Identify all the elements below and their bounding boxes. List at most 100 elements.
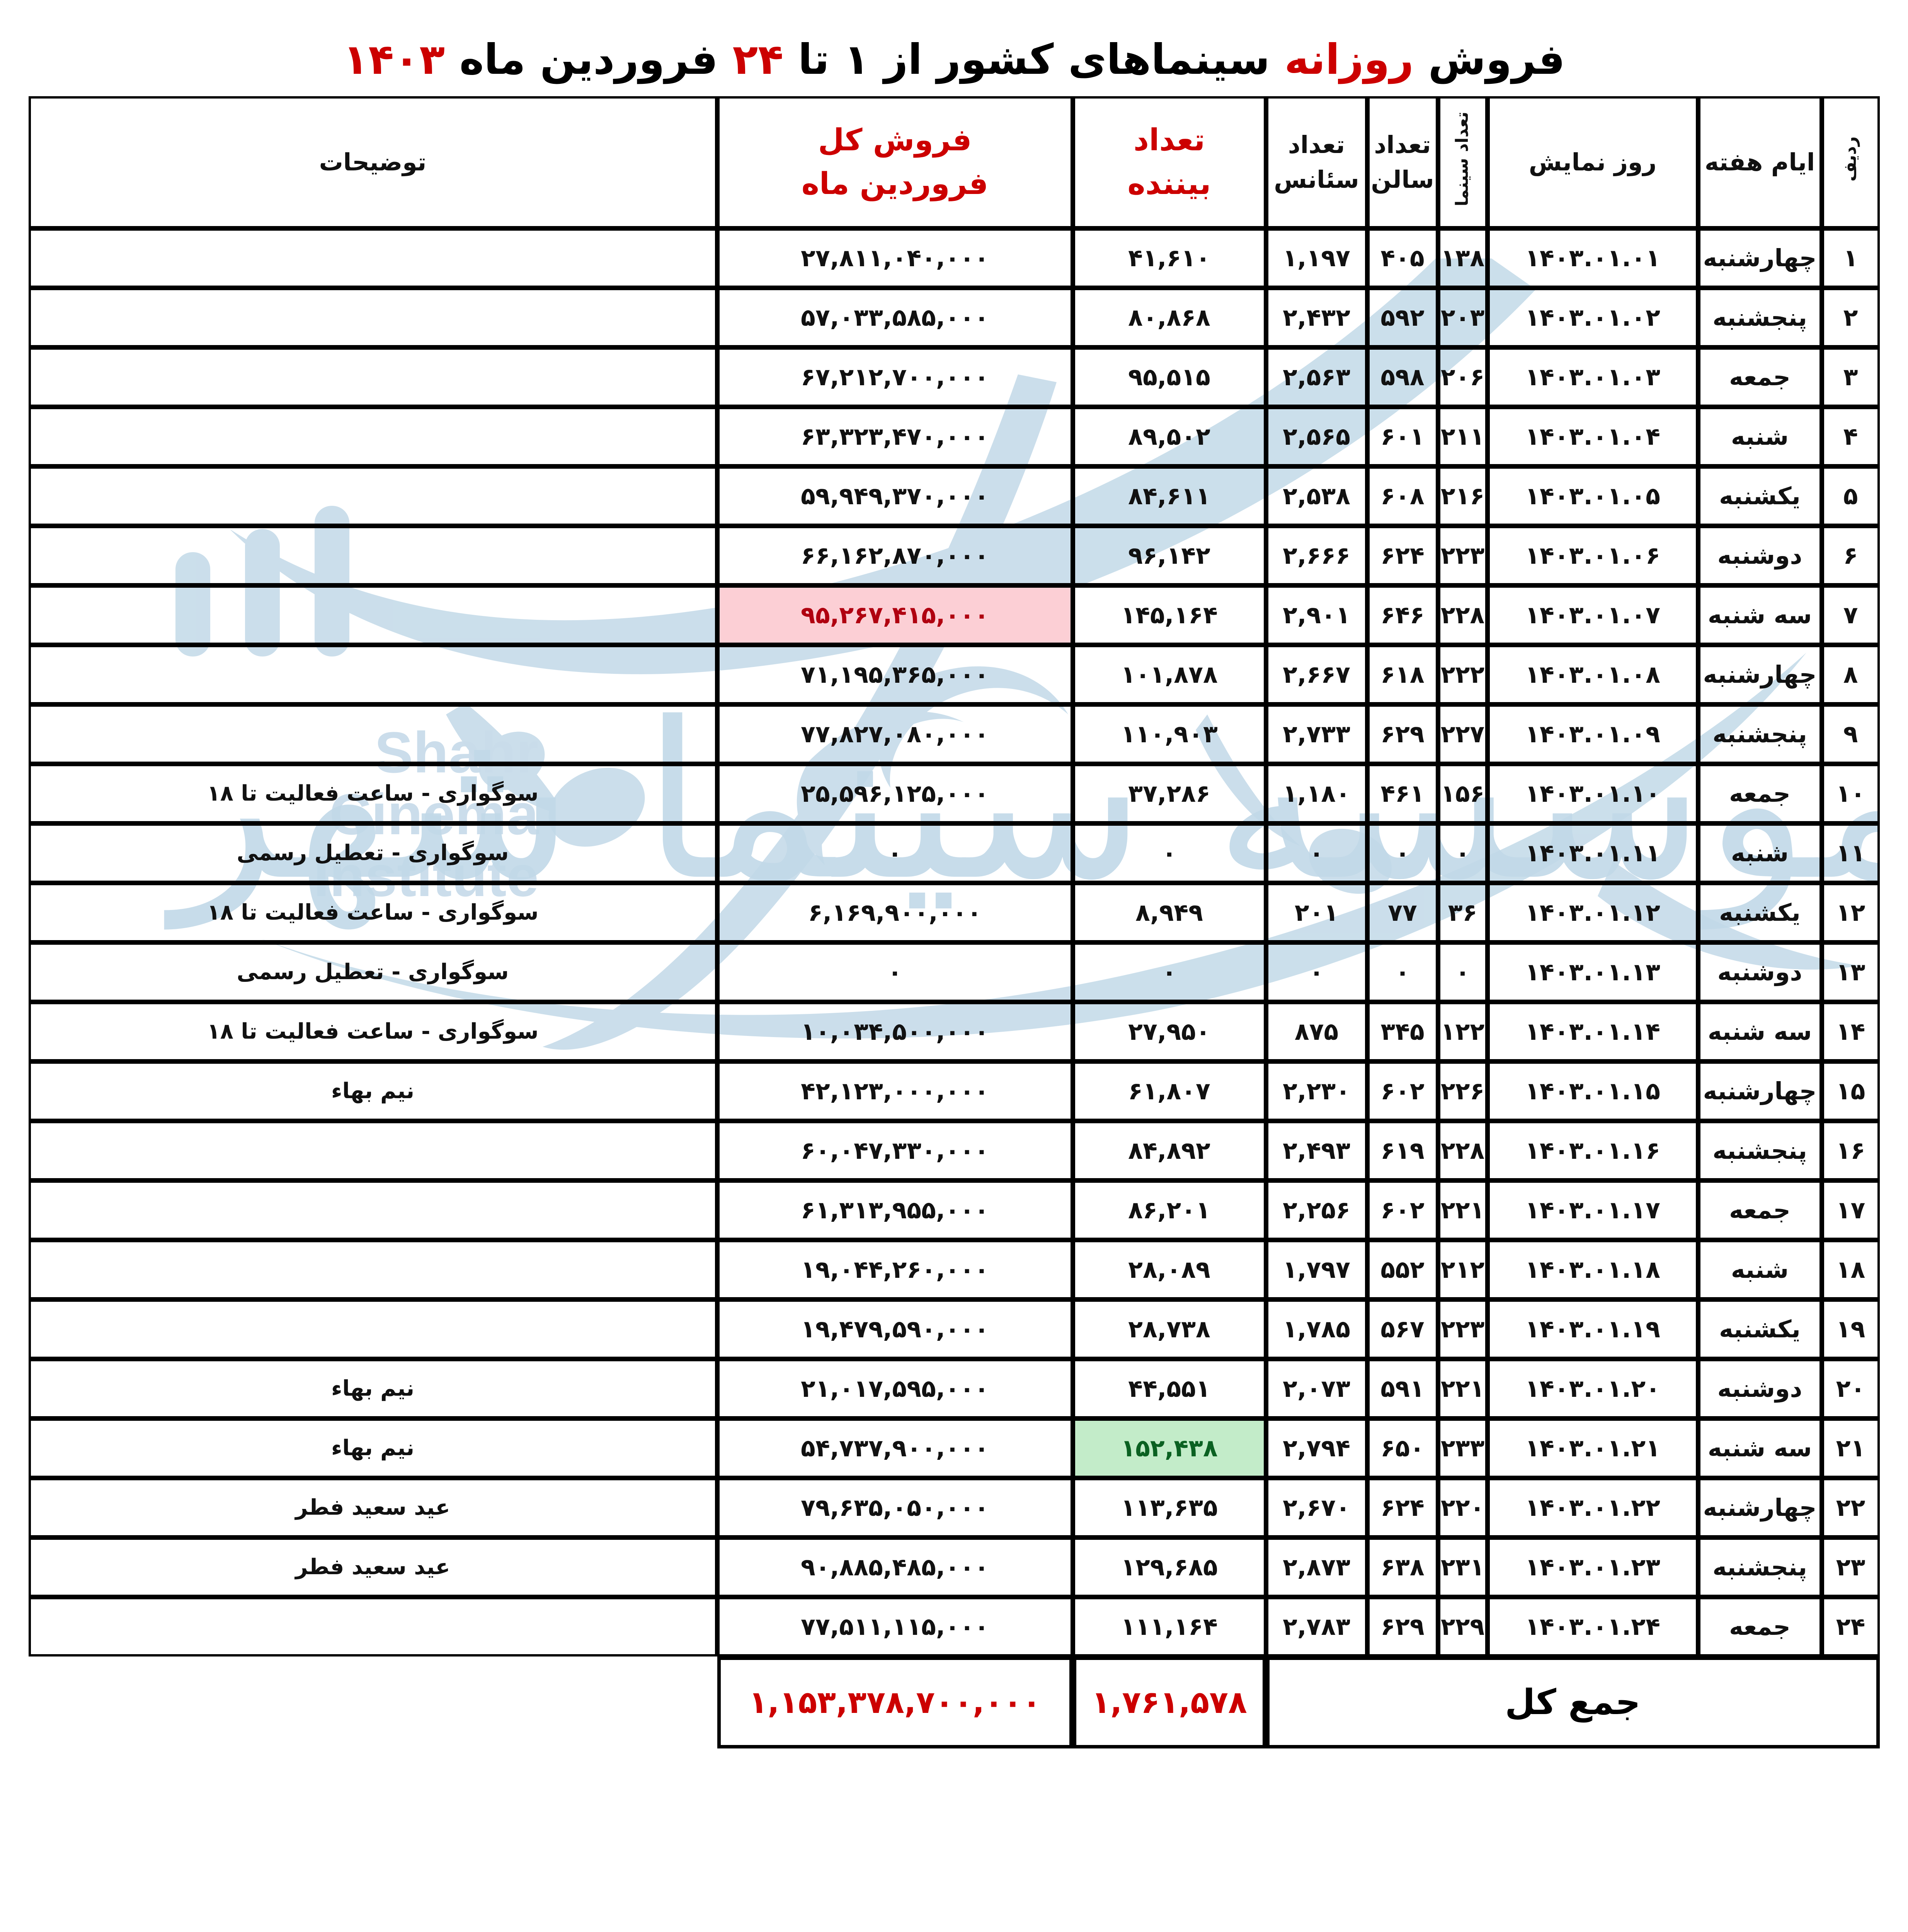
table-row: ۹ پنجشنبه ۱۴۰۳.۰۱.۰۹ ۲۲۷ ۶۲۹ ۲,۷۳۳ ۱۱۰,۹۰۳ ۷۷,۸… — [28, 704, 1880, 764]
cell-radif: ۱۱ — [1821, 823, 1880, 883]
cell-total-sales: ۱۰,۰۳۴,۵۰۰,۰۰۰ — [717, 1002, 1073, 1061]
cell-viewer-count: ۸۹,۵۰۲ — [1072, 406, 1266, 466]
cell-viewer-count: ۶۱,۸۰۷ — [1072, 1061, 1266, 1121]
cell-total-sales: ۷۷,۸۲۷,۰۸۰,۰۰۰ — [717, 704, 1073, 764]
cell-show-date: ۱۴۰۳.۰۱.۲۴ — [1487, 1597, 1698, 1656]
cell-total-sales: ۶,۱۶۹,۹۰۰,۰۰۰ — [717, 883, 1073, 942]
cell-viewer-count: ۳۷,۲۸۶ — [1072, 764, 1266, 823]
cell-note — [28, 406, 717, 466]
cell-viewer-count: ۸,۹۴۹ — [1072, 883, 1266, 942]
cell-radif: ۵ — [1821, 466, 1880, 526]
cell-cinema-count: ۱۳۸ — [1438, 228, 1488, 288]
page-title-bar: فروش روزانه سینماهای کشور از ۱ تا ۲۴ فرو… — [0, 0, 1908, 96]
table-row: ۱۶ پنجشنبه ۱۴۰۳.۰۱.۱۶ ۲۲۸ ۶۱۹ ۲,۴۹۳ ۸۴,۸۹۲ ۶۰,۰… — [28, 1121, 1880, 1180]
cell-total-sales: ۶۰,۰۴۷,۳۳۰,۰۰۰ — [717, 1121, 1073, 1180]
cell-cinema-count: ۲۲۳ — [1438, 526, 1488, 585]
total-row: جمع کل ۱,۷۶۱,۵۷۸ ۱,۱۵۳,۳۷۸,۷۰۰,۰۰۰ — [29, 1656, 1880, 1748]
cell-radif: ۱۲ — [1821, 883, 1880, 942]
cell-weekday: پنجشنبه — [1698, 704, 1822, 764]
cell-total-sales: ۵۷,۰۳۳,۵۸۵,۰۰۰ — [717, 287, 1073, 347]
table-footer: جمع کل ۱,۷۶۱,۵۷۸ ۱,۱۵۳,۳۷۸,۷۰۰,۰۰۰ — [29, 1656, 1880, 1748]
cell-total-sales: ۵۹,۹۴۹,۳۷۰,۰۰۰ — [717, 466, 1073, 526]
cell-note — [28, 1597, 717, 1656]
cell-viewer-count: ۱۲۹,۶۸۵ — [1072, 1537, 1266, 1597]
cell-hall-count: ۶۱۸ — [1367, 645, 1438, 704]
cell-session-count: ۱,۱۹۷ — [1266, 228, 1367, 288]
cell-hall-count: ۴۶۱ — [1367, 764, 1438, 823]
cell-cinema-count: ۲۲۳ — [1438, 1299, 1488, 1359]
cell-note: سوگواری - تعطیل رسمی — [28, 942, 717, 1002]
cell-note: عید سعید فطر — [28, 1478, 717, 1537]
title-segment-1: فروش — [1413, 36, 1565, 84]
table-row: ۶ دوشنبه ۱۴۰۳.۰۱.۰۶ ۲۲۳ ۶۲۴ ۲,۶۶۶ ۹۶,۱۴۲ ۶۶,۱۶۲… — [28, 526, 1880, 585]
header-row: ردیف ایام هفته روز نمایش تعداد سینما تعد… — [28, 96, 1880, 228]
cell-radif: ۲۲ — [1821, 1478, 1880, 1537]
cell-weekday: جمعه — [1698, 1180, 1822, 1240]
cell-hall-count: ۵۵۲ — [1367, 1240, 1438, 1299]
cell-show-date: ۱۴۰۳.۰۱.۱۷ — [1487, 1180, 1698, 1240]
cell-viewer-count: ۸۶,۲۰۱ — [1072, 1180, 1266, 1240]
column-header-total-sales: فروش کل فروردین ماه — [717, 96, 1073, 228]
cell-show-date: ۱۴۰۳.۰۱.۲۱ — [1487, 1418, 1698, 1478]
cell-viewer-count: ۹۶,۱۴۲ — [1072, 526, 1266, 585]
cell-cinema-count: ۲۲۹ — [1438, 1597, 1488, 1656]
cell-note — [28, 1240, 717, 1299]
cell-hall-count: ۶۲۹ — [1367, 1597, 1438, 1656]
cell-radif: ۸ — [1821, 645, 1880, 704]
cell-note: سوگواری - تعطیل رسمی — [28, 823, 717, 883]
cell-weekday: پنجشنبه — [1698, 1537, 1822, 1597]
cell-cinema-count: ۲۱۲ — [1438, 1240, 1488, 1299]
cell-hall-count: ۵۹۱ — [1367, 1359, 1438, 1418]
table-row: ۲۰ دوشنبه ۱۴۰۳.۰۱.۲۰ ۲۲۱ ۵۹۱ ۲,۰۷۳ ۴۴,۵۵۱ ۲۱,۰۱… — [28, 1359, 1880, 1418]
cell-session-count: ۲,۷۳۳ — [1266, 704, 1367, 764]
cell-viewer-count: ۸۰,۸۶۸ — [1072, 287, 1266, 347]
cell-total-sales: ۱۹,۴۷۹,۵۹۰,۰۰۰ — [717, 1299, 1073, 1359]
cell-session-count: ۲,۶۷۰ — [1266, 1478, 1367, 1537]
cell-session-count: ۲,۲۵۶ — [1266, 1180, 1367, 1240]
cell-hall-count: ۶۰۱ — [1367, 406, 1438, 466]
cell-radif: ۱۷ — [1821, 1180, 1880, 1240]
column-header-show-date: روز نمایش — [1487, 96, 1698, 228]
cell-session-count: ۲,۸۷۳ — [1266, 1537, 1367, 1597]
cell-weekday: سه شنبه — [1698, 585, 1822, 645]
column-header-cinema-count: تعداد سینما — [1438, 96, 1488, 228]
table-row: ۱۲ یکشنبه ۱۴۰۳.۰۱.۱۲ ۳۶ ۷۷ ۲۰۱ ۸,۹۴۹ ۶,۱۶۹,۹۰۰,… — [28, 883, 1880, 942]
cell-show-date: ۱۴۰۳.۰۱.۱۲ — [1487, 883, 1698, 942]
column-header-hall-count: تعداد سالن — [1367, 96, 1438, 228]
cell-radif: ۲۴ — [1821, 1597, 1880, 1656]
table-body: ۱ چهارشنبه ۱۴۰۳.۰۱.۰۱ ۱۳۸ ۴۰۵ ۱,۱۹۷ ۴۱,۶۱۰ ۲۷,۸… — [28, 228, 1880, 1656]
cell-session-count: ۱,۷۹۷ — [1266, 1240, 1367, 1299]
cell-weekday: چهارشنبه — [1698, 645, 1822, 704]
table-row: ۱۸ شنبه ۱۴۰۳.۰۱.۱۸ ۲۱۲ ۵۵۲ ۱,۷۹۷ ۲۸,۰۸۹ ۱۹,۰۴۴,… — [28, 1240, 1880, 1299]
cell-total-sales: ۶۱,۳۱۳,۹۵۵,۰۰۰ — [717, 1180, 1073, 1240]
cell-hall-count: ۵۹۸ — [1367, 347, 1438, 407]
cell-weekday: شنبه — [1698, 1240, 1822, 1299]
cell-total-sales: ۰ — [717, 942, 1073, 1002]
cell-cinema-count: ۲۳۱ — [1438, 1537, 1488, 1597]
cell-radif: ۲۰ — [1821, 1359, 1880, 1418]
column-header-radif: ردیف — [1821, 96, 1880, 228]
cell-hall-count: ۶۰۲ — [1367, 1180, 1438, 1240]
cell-show-date: ۱۴۰۳.۰۱.۰۹ — [1487, 704, 1698, 764]
cell-note: نیم بهاء — [28, 1061, 717, 1121]
table-row: ۱ چهارشنبه ۱۴۰۳.۰۱.۰۱ ۱۳۸ ۴۰۵ ۱,۱۹۷ ۴۱,۶۱۰ ۲۷,۸… — [28, 228, 1880, 288]
cell-cinema-count: ۲۰۳ — [1438, 287, 1488, 347]
cell-total-sales: ۵۴,۷۳۷,۹۰۰,۰۰۰ — [717, 1418, 1073, 1478]
header-label-sales-l2: فروردین ماه — [801, 166, 989, 201]
cell-note — [28, 704, 717, 764]
table-row: ۱۱ شنبه ۱۴۰۳.۰۱.۱۱ ۰ ۰ ۰ ۰ ۰ سوگواری - تعطیل رسم… — [28, 823, 1880, 883]
cell-session-count: ۲,۵۳۸ — [1266, 466, 1367, 526]
cell-cinema-count: ۳۶ — [1438, 883, 1488, 942]
table-row: ۴ شنبه ۱۴۰۳.۰۱.۰۴ ۲۱۱ ۶۰۱ ۲,۵۶۵ ۸۹,۵۰۲ ۶۳,۳۲۳,۴… — [28, 406, 1880, 466]
cell-hall-count: ۶۰۲ — [1367, 1061, 1438, 1121]
header-label-viewer-l1: تعداد — [1133, 122, 1205, 158]
cell-show-date: ۱۴۰۳.۰۱.۲۳ — [1487, 1537, 1698, 1597]
cell-note — [28, 347, 717, 407]
total-sales: ۱,۱۵۳,۳۷۸,۷۰۰,۰۰۰ — [717, 1656, 1073, 1748]
cell-show-date: ۱۴۰۳.۰۱.۰۶ — [1487, 526, 1698, 585]
cell-note: عید سعید فطر — [28, 1537, 717, 1597]
cell-session-count: ۲,۵۶۳ — [1266, 347, 1367, 407]
cell-note — [28, 1121, 717, 1180]
cell-weekday: دوشنبه — [1698, 526, 1822, 585]
table-row: ۱۷ جمعه ۱۴۰۳.۰۱.۱۷ ۲۲۱ ۶۰۲ ۲,۲۵۶ ۸۶,۲۰۱ ۶۱,۳۱۳,… — [28, 1180, 1880, 1240]
